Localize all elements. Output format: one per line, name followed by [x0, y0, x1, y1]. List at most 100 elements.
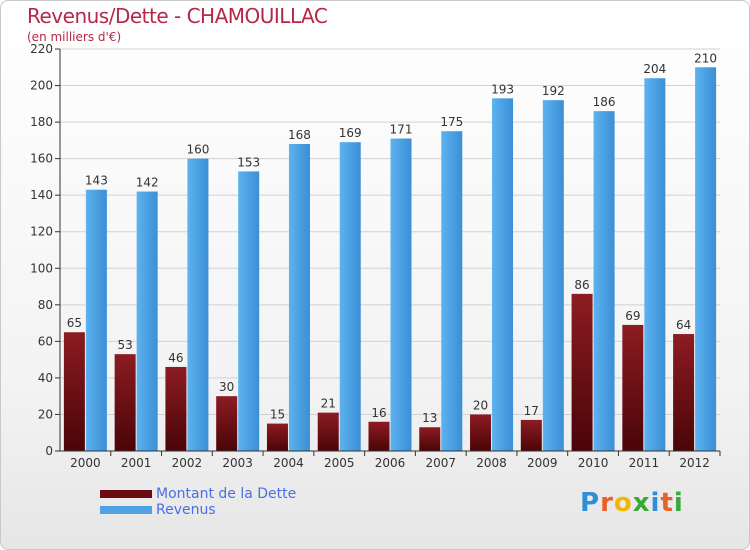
data-label: 13	[422, 411, 437, 425]
data-label: 153	[237, 155, 260, 169]
data-label: 16	[371, 406, 386, 420]
data-label: 15	[270, 408, 285, 422]
legend-item-dette: Montant de la Dette	[100, 486, 296, 502]
bar-dette	[317, 412, 339, 451]
y-tick-label: 80	[38, 298, 53, 312]
data-label: 193	[491, 82, 514, 96]
data-label: 69	[625, 309, 640, 323]
grid-lines	[60, 48, 720, 452]
bar-dette	[266, 423, 288, 451]
logo-letter: P	[580, 488, 601, 518]
bar-revenus	[288, 144, 310, 451]
data-label: 64	[676, 318, 691, 332]
x-tick-label: 2012	[679, 456, 710, 470]
bar-revenus	[187, 158, 209, 452]
x-tick-label: 2008	[476, 456, 507, 470]
x-tick-label: 2003	[222, 456, 253, 470]
legend: Montant de la Dette Revenus	[100, 486, 296, 518]
y-axis-ticks: 0 20 40 60 80 100 120 140 160 180 200 220	[30, 42, 60, 458]
y-tick-label: 0	[45, 444, 53, 458]
y-tick-label: 20	[38, 407, 53, 421]
logo-letter: t	[660, 488, 674, 518]
y-tick-label: 120	[30, 225, 53, 239]
data-label: 210	[694, 51, 717, 65]
x-tick-label: 2004	[273, 456, 304, 470]
x-tick-label: 2010	[578, 456, 609, 470]
bar-revenus	[644, 78, 666, 452]
data-label: 86	[574, 278, 589, 292]
bar-revenus	[85, 189, 107, 451]
legend-item-revenus: Revenus	[100, 502, 296, 518]
data-label: 192	[542, 84, 565, 98]
data-label: 160	[186, 143, 209, 157]
data-labels: 65 143 53 142 46 160 30 153 15 168 21 169 16 171 13 175…	[67, 51, 717, 425]
bar-dette	[622, 324, 644, 451]
x-tick-label: 2007	[425, 456, 456, 470]
logo-letter: r	[600, 488, 614, 518]
data-label: 171	[390, 123, 413, 137]
logo-letter: i	[673, 488, 684, 518]
bar-revenus	[593, 111, 615, 452]
bar-revenus	[441, 131, 463, 451]
data-label: 30	[219, 380, 234, 394]
bar-revenus	[695, 67, 717, 451]
data-label: 65	[67, 316, 82, 330]
data-label: 175	[440, 115, 463, 129]
bar-dette	[114, 354, 136, 451]
x-tick-label: 2000	[70, 456, 101, 470]
data-label: 186	[593, 95, 616, 109]
logo-letter: o	[613, 488, 633, 518]
axes	[59, 49, 720, 452]
data-label: 142	[136, 176, 159, 190]
bars	[63, 67, 717, 452]
legend-label-dette: Montant de la Dette	[156, 486, 297, 502]
data-label: 53	[118, 338, 133, 352]
bar-dette	[673, 334, 695, 451]
bar-dette	[419, 427, 441, 451]
legend-swatch-revenus	[100, 506, 152, 514]
data-label: 168	[288, 128, 311, 142]
bar-revenus	[136, 191, 158, 451]
x-tick-label: 2005	[324, 456, 355, 470]
bar-dette	[571, 293, 593, 451]
data-label: 20	[473, 398, 488, 412]
data-label: 21	[321, 397, 336, 411]
bar-dette	[216, 396, 238, 451]
y-tick-label: 200	[30, 79, 53, 93]
data-label: 143	[85, 174, 108, 188]
legend-label-revenus: Revenus	[156, 502, 216, 518]
x-tick-label: 2001	[121, 456, 152, 470]
y-tick-label: 100	[30, 261, 53, 275]
bar-revenus	[542, 100, 564, 451]
bar-dette	[165, 366, 187, 451]
data-label: 169	[339, 126, 362, 140]
logo-letter: x	[632, 488, 651, 518]
proxiti-logo: Proxiti	[580, 488, 684, 518]
chart-title: Revenus/Dette - CHAMOUILLAC	[27, 4, 328, 28]
chart-subtitle: (en milliers d'€)	[27, 30, 122, 44]
data-label: 204	[643, 62, 666, 76]
y-tick-label: 40	[38, 371, 53, 385]
y-tick-label: 220	[30, 42, 53, 56]
bar-revenus	[492, 98, 514, 451]
data-label: 46	[168, 351, 183, 365]
data-label: 17	[524, 404, 539, 418]
y-tick-label: 180	[30, 115, 53, 129]
bar-revenus	[390, 138, 412, 451]
x-tick-label: 2002	[172, 456, 203, 470]
y-tick-label: 60	[38, 334, 53, 348]
bar-dette	[520, 419, 542, 451]
x-axis-ticks: 2000 2001 2002 2003 2004 2005 2006 2007 2008 2009…	[70, 451, 721, 470]
x-tick-label: 2009	[527, 456, 558, 470]
bar-revenus	[238, 171, 260, 451]
bar-dette	[470, 414, 492, 451]
y-tick-label: 160	[30, 152, 53, 166]
x-tick-label: 2006	[375, 456, 406, 470]
x-tick-label: 2011	[629, 456, 660, 470]
bar-revenus	[339, 142, 361, 451]
bar-dette	[63, 332, 85, 451]
legend-swatch-dette	[100, 490, 152, 498]
y-tick-label: 140	[30, 188, 53, 202]
bar-dette	[368, 421, 390, 451]
